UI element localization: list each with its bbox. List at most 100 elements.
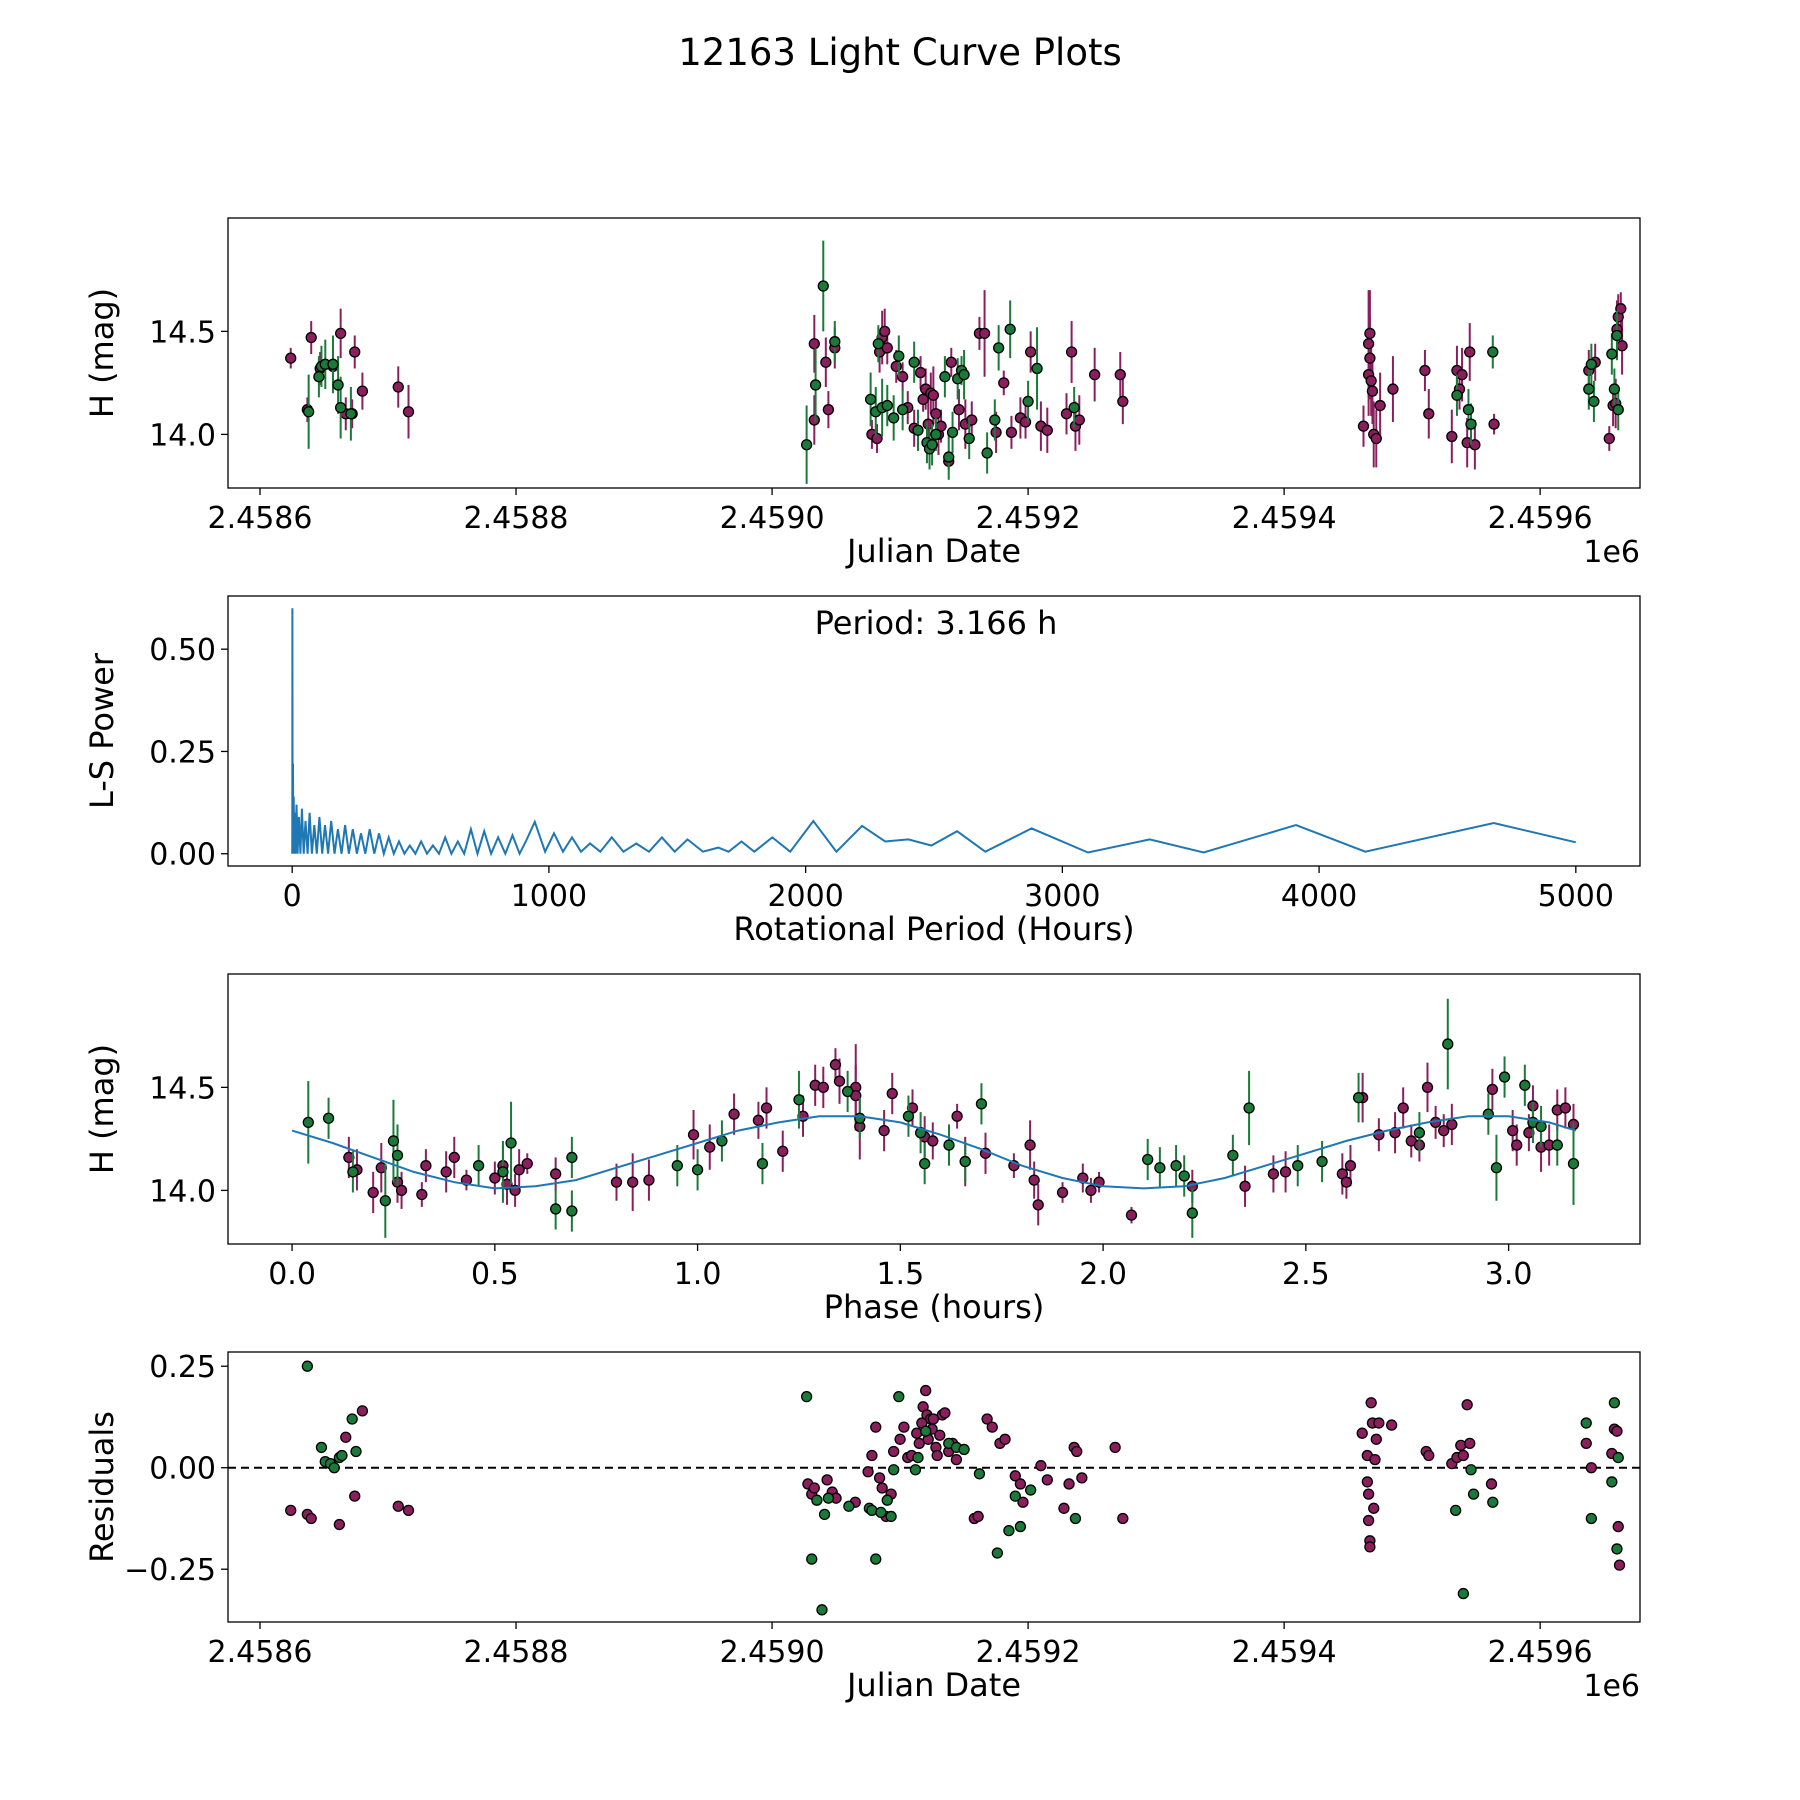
data-point — [927, 1135, 939, 1147]
y-tick-label: 14.0 — [149, 418, 216, 453]
data-point — [1004, 323, 1016, 335]
data-point — [1551, 1139, 1563, 1151]
data-point — [992, 342, 1005, 354]
data-point — [1068, 401, 1080, 414]
x-offset-label: 1e6 — [1583, 535, 1640, 570]
data-point — [862, 1466, 874, 1478]
y-tick-label: 0.25 — [149, 1350, 216, 1385]
series-1 — [291, 608, 1577, 858]
data-point — [930, 428, 942, 441]
data-point — [1267, 1168, 1280, 1180]
x-tick-label: 2.0 — [1079, 1257, 1127, 1292]
data-point — [347, 1166, 359, 1178]
data-point — [387, 1135, 400, 1147]
data-point — [1356, 1427, 1368, 1439]
data-point — [302, 1116, 314, 1129]
x-tick-label: 2.4590 — [720, 501, 825, 536]
data-point — [1457, 1449, 1469, 1462]
data-point — [752, 1114, 765, 1126]
data-point — [1017, 1496, 1029, 1508]
data-point — [1613, 1559, 1626, 1571]
data-point — [927, 389, 940, 401]
data-point — [1461, 1399, 1473, 1411]
chart-periodogram: 0 1000 2000 3000 4000 5000 0.00 0.25 0.50 Rotatio… — [83, 595, 1641, 948]
x-axis-label: Julian Date — [845, 1666, 1021, 1704]
data-point — [888, 1445, 900, 1458]
data-point — [1362, 1488, 1375, 1500]
data-point — [687, 1129, 700, 1141]
data-point — [367, 1186, 379, 1199]
data-point — [808, 1482, 820, 1494]
data-point — [1063, 1478, 1075, 1490]
data-point — [946, 426, 959, 439]
data-point — [886, 1087, 898, 1100]
data-point — [521, 1157, 533, 1170]
x-tick-label: 1.0 — [674, 1257, 722, 1292]
x-tick-label: 0.5 — [471, 1257, 519, 1292]
x-tick-label: 3000 — [1024, 879, 1100, 914]
data-point — [817, 1081, 829, 1094]
data-point — [1085, 1184, 1097, 1197]
data-point — [1364, 352, 1376, 364]
data-point — [870, 1553, 882, 1565]
data-point — [821, 1474, 833, 1486]
data-point — [1014, 1520, 1027, 1533]
data-point — [939, 371, 951, 383]
data-point — [1292, 1160, 1304, 1172]
data-point — [610, 1176, 623, 1188]
data-point — [1316, 1155, 1328, 1168]
data-point — [953, 404, 965, 416]
data-point — [999, 1433, 1011, 1445]
data-point — [898, 1421, 910, 1433]
data-point — [808, 338, 820, 350]
data-point — [981, 1413, 993, 1425]
data-point — [1580, 1437, 1592, 1450]
y-axis-label: H (mag) — [83, 288, 121, 418]
x-offset-label: 1e6 — [1583, 1669, 1640, 1704]
data-point — [1365, 375, 1377, 387]
data-point — [1056, 1186, 1069, 1199]
data-point — [854, 1112, 866, 1124]
data-point — [1446, 430, 1458, 443]
x-axis-label: Julian Date — [845, 532, 1021, 570]
chart-raw: 2.4586 2.4588 2.4590 2.4592 2.4594 2.4596 14.0… — [83, 217, 1641, 570]
data-point — [1178, 1170, 1190, 1182]
data-point — [1058, 1502, 1070, 1514]
data-point — [879, 325, 891, 338]
data-point — [888, 1464, 900, 1476]
data-point — [908, 356, 920, 368]
data-point — [1071, 1445, 1083, 1458]
data-point — [902, 1110, 915, 1122]
data-point — [1413, 1127, 1426, 1139]
figure-title: 12163 Light Curve Plots — [678, 31, 1122, 74]
x-axis-label: Rotational Period (Hours) — [733, 910, 1134, 948]
chart-residuals: 2.4586 2.4588 2.4590 2.4592 2.4594 2.4596 −0.2… — [83, 1350, 1641, 1704]
data-point — [873, 1472, 886, 1484]
data-point — [1362, 1514, 1375, 1527]
data-point — [914, 366, 927, 379]
data-point — [893, 350, 905, 362]
data-point — [822, 1492, 835, 1504]
data-point — [1455, 1439, 1467, 1452]
data-point — [1519, 1079, 1531, 1091]
data-point — [816, 1604, 828, 1616]
data-point — [998, 377, 1010, 389]
x-tick-label: 2000 — [767, 879, 843, 914]
data-point — [1014, 1478, 1027, 1490]
data-point — [841, 1085, 854, 1098]
data-point — [1362, 338, 1375, 350]
data-point — [931, 1449, 943, 1462]
y-tick-label: 14.5 — [149, 315, 216, 350]
data-point — [1035, 1460, 1047, 1472]
data-point — [871, 432, 883, 445]
data-point — [1386, 1419, 1398, 1431]
data-point — [939, 1407, 951, 1419]
data-point — [1490, 1162, 1503, 1174]
data-point — [1559, 1102, 1572, 1114]
x-tick-label: 4000 — [1281, 879, 1357, 914]
data-point — [909, 1464, 922, 1476]
x-tick-label: 2.4594 — [1232, 501, 1337, 536]
plot-area — [291, 608, 1577, 858]
data-point — [1025, 346, 1037, 358]
data-point — [1511, 1139, 1523, 1151]
